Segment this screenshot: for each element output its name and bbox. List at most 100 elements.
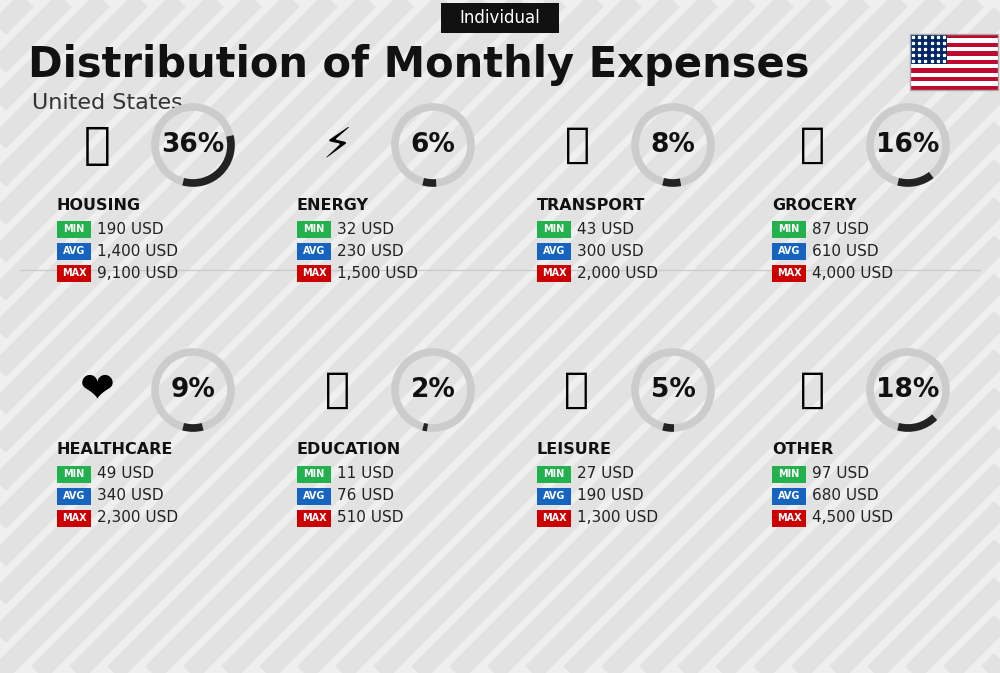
Text: Individual: Individual [460, 9, 540, 27]
Text: OTHER: OTHER [772, 443, 833, 458]
Text: 2,300 USD: 2,300 USD [97, 511, 178, 526]
FancyBboxPatch shape [772, 487, 806, 505]
Text: MAX: MAX [542, 513, 566, 523]
Text: 36%: 36% [161, 132, 225, 158]
FancyBboxPatch shape [297, 466, 331, 483]
Text: HOUSING: HOUSING [57, 197, 141, 213]
FancyBboxPatch shape [537, 466, 571, 483]
FancyBboxPatch shape [537, 487, 571, 505]
Text: MAX: MAX [302, 268, 326, 278]
Bar [910, 34, 947, 64]
Bar [910, 85, 998, 90]
FancyBboxPatch shape [297, 264, 331, 281]
Text: ENERGY: ENERGY [297, 197, 369, 213]
Text: 9%: 9% [171, 377, 215, 403]
Text: 18%: 18% [876, 377, 940, 403]
Text: ❤️: ❤️ [80, 369, 114, 411]
Text: 680 USD: 680 USD [812, 489, 879, 503]
Text: AVG: AVG [543, 491, 565, 501]
Text: 🛍️: 🛍️ [564, 369, 590, 411]
Text: 11 USD: 11 USD [337, 466, 394, 481]
Text: MAX: MAX [777, 513, 801, 523]
FancyBboxPatch shape [772, 242, 806, 260]
Text: 300 USD: 300 USD [577, 244, 644, 258]
Text: 5%: 5% [651, 377, 695, 403]
Text: 🛒: 🛒 [800, 124, 824, 166]
Text: 2,000 USD: 2,000 USD [577, 266, 658, 281]
Text: GROCERY: GROCERY [772, 197, 856, 213]
Text: EDUCATION: EDUCATION [297, 443, 401, 458]
Text: Distribution of Monthly Expenses: Distribution of Monthly Expenses [28, 44, 810, 86]
FancyBboxPatch shape [57, 242, 91, 260]
Text: 2%: 2% [411, 377, 455, 403]
Text: 190 USD: 190 USD [577, 489, 644, 503]
Text: AVG: AVG [303, 491, 325, 501]
Text: United States: United States [32, 93, 183, 113]
FancyBboxPatch shape [57, 221, 91, 238]
Text: HEALTHCARE: HEALTHCARE [57, 443, 173, 458]
FancyBboxPatch shape [537, 242, 571, 260]
Bar [910, 51, 998, 56]
Text: MAX: MAX [302, 513, 326, 523]
Bar [910, 42, 998, 47]
Text: 230 USD: 230 USD [337, 244, 404, 258]
Text: 6%: 6% [411, 132, 455, 158]
Bar [910, 34, 998, 38]
Text: 87 USD: 87 USD [812, 221, 869, 236]
Bar [910, 69, 998, 73]
Text: ⚡: ⚡ [322, 124, 352, 166]
FancyBboxPatch shape [57, 487, 91, 505]
Text: 1,500 USD: 1,500 USD [337, 266, 418, 281]
Text: AVG: AVG [63, 491, 85, 501]
Text: 🏢: 🏢 [84, 124, 110, 166]
FancyBboxPatch shape [441, 3, 559, 33]
Text: 190 USD: 190 USD [97, 221, 164, 236]
Bar [910, 64, 998, 69]
Text: MAX: MAX [777, 268, 801, 278]
Text: AVG: AVG [303, 246, 325, 256]
Bar [910, 47, 998, 51]
Text: MAX: MAX [542, 268, 566, 278]
Text: 340 USD: 340 USD [97, 489, 164, 503]
FancyBboxPatch shape [297, 242, 331, 260]
Text: 🎓: 🎓 [324, 369, 350, 411]
FancyBboxPatch shape [772, 466, 806, 483]
Text: 97 USD: 97 USD [812, 466, 869, 481]
FancyBboxPatch shape [297, 221, 331, 238]
FancyBboxPatch shape [297, 487, 331, 505]
Text: 610 USD: 610 USD [812, 244, 879, 258]
FancyBboxPatch shape [537, 509, 571, 526]
Text: 76 USD: 76 USD [337, 489, 394, 503]
Bar [910, 60, 998, 64]
FancyBboxPatch shape [297, 509, 331, 526]
Text: TRANSPORT: TRANSPORT [537, 197, 645, 213]
Bar [910, 34, 998, 90]
Text: MAX: MAX [62, 268, 86, 278]
FancyBboxPatch shape [772, 509, 806, 526]
Text: MIN: MIN [63, 469, 85, 479]
FancyBboxPatch shape [57, 466, 91, 483]
FancyBboxPatch shape [772, 264, 806, 281]
Text: 27 USD: 27 USD [577, 466, 634, 481]
Text: MIN: MIN [543, 469, 565, 479]
Bar [910, 38, 998, 42]
Text: 510 USD: 510 USD [337, 511, 404, 526]
Text: 16%: 16% [876, 132, 940, 158]
Text: AVG: AVG [63, 246, 85, 256]
Text: 4,500 USD: 4,500 USD [812, 511, 893, 526]
Text: MIN: MIN [303, 469, 325, 479]
Text: AVG: AVG [543, 246, 565, 256]
Text: 49 USD: 49 USD [97, 466, 154, 481]
Text: AVG: AVG [778, 246, 800, 256]
Text: MAX: MAX [62, 513, 86, 523]
Text: MIN: MIN [778, 224, 800, 234]
Text: MIN: MIN [543, 224, 565, 234]
FancyBboxPatch shape [772, 221, 806, 238]
Text: MIN: MIN [303, 224, 325, 234]
Text: 4,000 USD: 4,000 USD [812, 266, 893, 281]
Text: 32 USD: 32 USD [337, 221, 394, 236]
Text: 🚌: 🚌 [564, 124, 590, 166]
Text: LEISURE: LEISURE [537, 443, 612, 458]
Text: 43 USD: 43 USD [577, 221, 634, 236]
Bar [910, 56, 998, 60]
